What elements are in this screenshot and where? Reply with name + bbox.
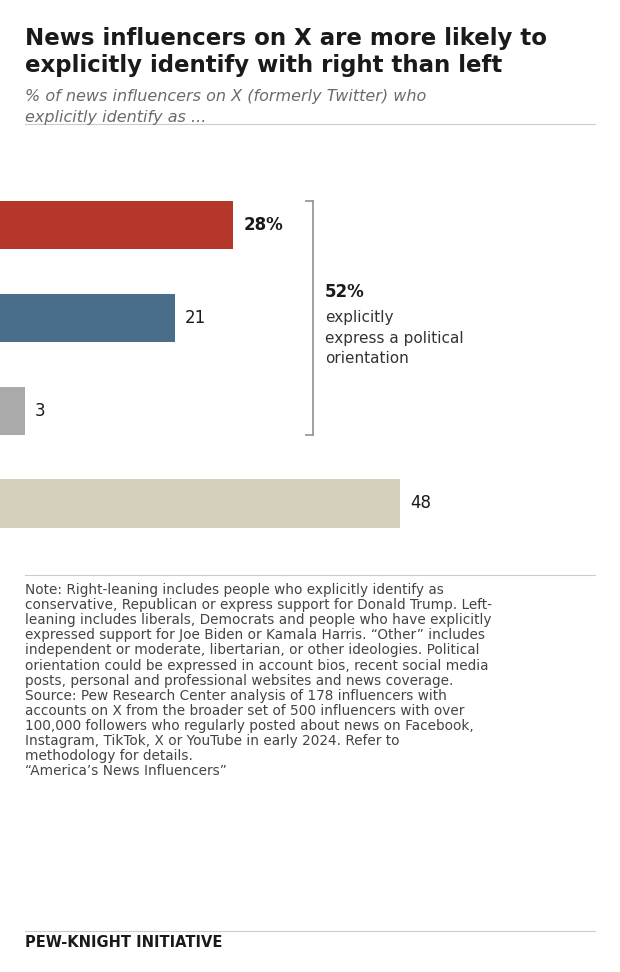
Bar [0,294,175,342]
Text: explicitly
express a political
orientation: explicitly express a political orientati… [325,310,464,366]
Text: leaning includes liberals, Democrats and people who have explicitly: leaning includes liberals, Democrats and… [25,613,491,627]
Bar [0,387,25,434]
Text: News influencers on X are more likely to: News influencers on X are more likely to [25,27,547,51]
Text: 48: 48 [410,495,432,512]
Text: Instagram, TikTok, X or YouTube in early 2024. Refer to: Instagram, TikTok, X or YouTube in early… [25,734,399,747]
Text: explicitly identify as ...: explicitly identify as ... [25,110,206,124]
Text: conservative, Republican or express support for Donald Trump. Left-: conservative, Republican or express supp… [25,598,492,612]
Text: 21: 21 [185,309,206,327]
Text: 52%: 52% [325,283,365,301]
Text: independent or moderate, libertarian, or other ideologies. Political: independent or moderate, libertarian, or… [25,643,479,657]
Text: “America’s News Influencers”: “America’s News Influencers” [25,764,227,778]
Text: Note: Right-leaning includes people who explicitly identify as: Note: Right-leaning includes people who … [25,583,444,597]
Text: expressed support for Joe Biden or Kamala Harris. “Other” includes: expressed support for Joe Biden or Kamal… [25,628,485,642]
Text: explicitly identify with right than left: explicitly identify with right than left [25,54,502,78]
Text: orientation could be expressed in account bios, recent social media: orientation could be expressed in accoun… [25,659,489,673]
Text: 3: 3 [35,401,46,420]
Bar [0,201,234,249]
Text: Source: Pew Research Center analysis of 178 influencers with: Source: Pew Research Center analysis of … [25,688,446,703]
Text: methodology for details.: methodology for details. [25,748,193,763]
Text: % of news influencers on X (formerly Twitter) who: % of news influencers on X (formerly Twi… [25,89,426,104]
Text: PEW-KNIGHT INITIATIVE: PEW-KNIGHT INITIATIVE [25,935,222,950]
Text: 100,000 followers who regularly posted about news on Facebook,: 100,000 followers who regularly posted a… [25,719,474,733]
Text: 28%: 28% [244,216,283,234]
Bar [0,479,401,528]
Text: posts, personal and professional websites and news coverage.: posts, personal and professional website… [25,674,453,687]
Text: accounts on X from the broader set of 500 influencers with over: accounts on X from the broader set of 50… [25,704,464,717]
